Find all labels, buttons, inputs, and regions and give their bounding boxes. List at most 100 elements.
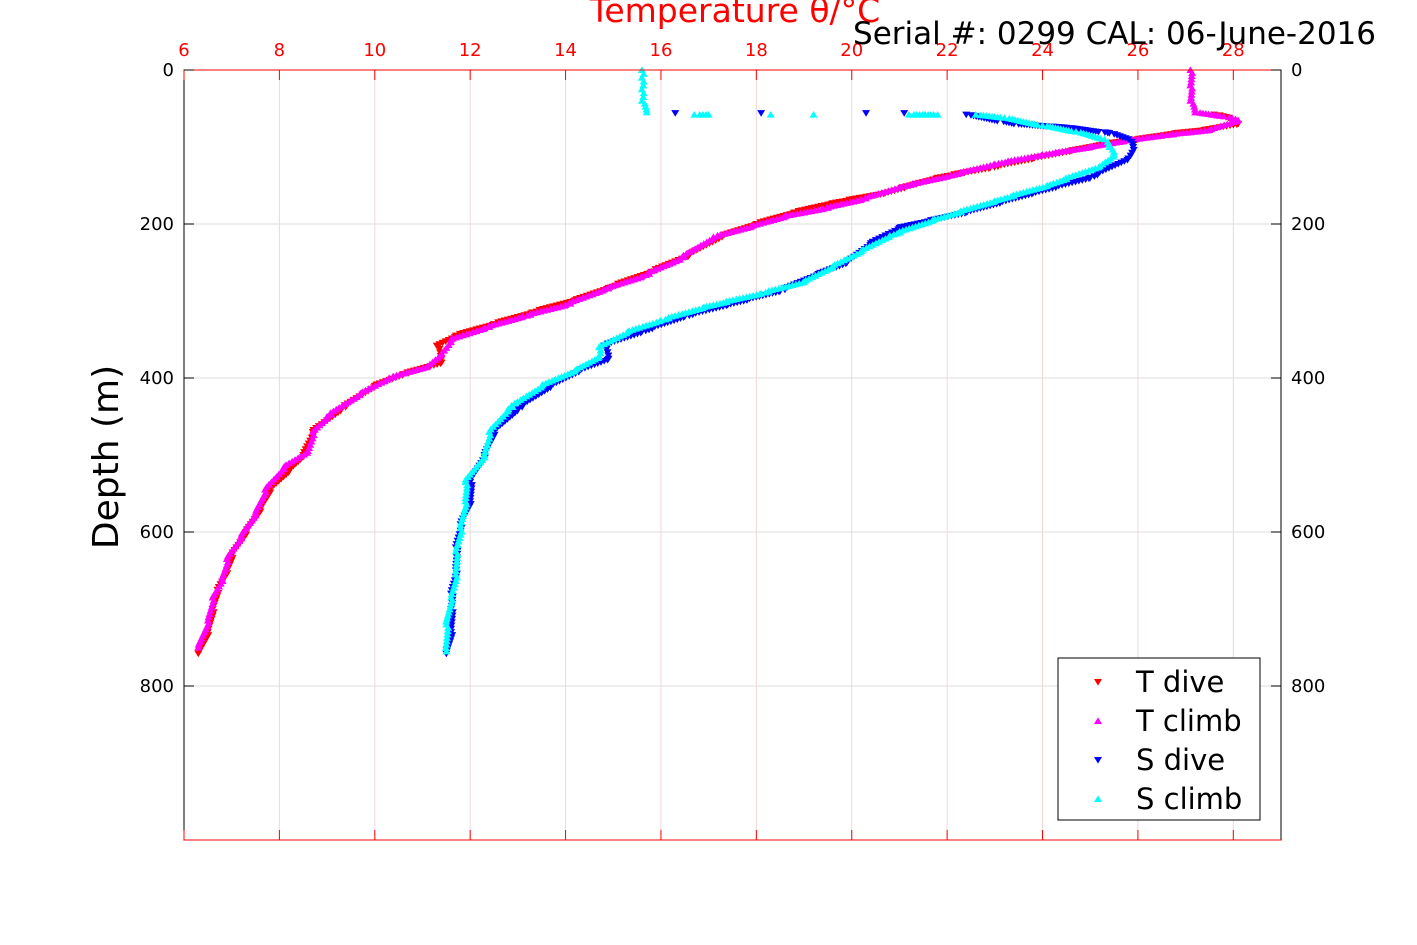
- chart-title: Serial #: 0299 CAL: 06-June-2016: [853, 16, 1376, 52]
- data-point: [204, 613, 213, 621]
- legend-box: [1057, 657, 1261, 821]
- y-tick-label-right: 400: [1291, 368, 1325, 389]
- y-tick-label-left: 400: [140, 368, 174, 389]
- legend-label: S climb: [1136, 782, 1242, 816]
- data-point: [1000, 114, 1009, 121]
- data-point: [680, 253, 689, 260]
- data-point: [766, 111, 775, 118]
- legend-marker: [1094, 757, 1102, 764]
- data-point: [389, 373, 398, 381]
- x-tick-label: 12: [459, 40, 482, 61]
- legend-label: S dive: [1136, 743, 1225, 777]
- data-point: [639, 89, 648, 97]
- x-tick-label: 24: [1031, 40, 1054, 61]
- data-point: [1187, 72, 1196, 80]
- y-tick-label-right: 200: [1291, 214, 1325, 235]
- y-tick-label-right: 0: [1291, 60, 1302, 81]
- data-point: [1038, 121, 1047, 129]
- data-point: [452, 560, 461, 568]
- data-point: [452, 557, 461, 565]
- legend-label: T climb: [1135, 704, 1242, 738]
- data-point: [566, 300, 575, 307]
- legend-marker: [1094, 717, 1102, 724]
- series-layer: [194, 66, 1243, 658]
- legend-marker: [1094, 679, 1102, 686]
- x-tick-label: 18: [745, 40, 768, 61]
- data-point: [757, 110, 766, 117]
- data-point: [1191, 108, 1200, 116]
- data-point: [809, 111, 818, 118]
- x-tick-label: 28: [1222, 40, 1245, 61]
- data-point: [862, 110, 871, 117]
- data-point: [900, 110, 909, 117]
- y-tick-label-left: 0: [163, 60, 174, 81]
- x-tick-label: 8: [274, 40, 285, 61]
- data-point: [508, 403, 517, 411]
- series-s-climb: [441, 66, 1119, 655]
- data-point: [1094, 128, 1103, 136]
- data-point: [1187, 87, 1196, 95]
- data-point: [596, 346, 605, 354]
- data-point: [432, 342, 441, 350]
- data-point: [447, 590, 456, 598]
- data-point: [704, 111, 713, 118]
- data-point: [443, 627, 452, 635]
- x-tick-label: 14: [554, 40, 577, 61]
- legend: T dive T climb S dive S climb: [1057, 657, 1261, 821]
- x-tick-label: 20: [840, 40, 863, 61]
- y-tick-label-left: 600: [140, 522, 174, 543]
- data-point: [443, 634, 452, 641]
- data-point: [714, 232, 723, 240]
- data-point: [442, 637, 451, 645]
- data-point: [218, 574, 227, 582]
- data-point: [453, 554, 462, 561]
- y-tick-label-left: 200: [140, 214, 174, 235]
- data-point: [690, 111, 699, 118]
- legend-label: T dive: [1135, 665, 1224, 699]
- data-point: [485, 323, 494, 331]
- data-point: [462, 484, 471, 492]
- y-axis-label: Depth (m): [86, 365, 127, 549]
- data-point: [518, 404, 527, 411]
- data-point: [1187, 75, 1196, 83]
- x-tick-label: 16: [650, 40, 673, 61]
- data-point: [642, 108, 651, 116]
- series-t-climb: [194, 66, 1243, 651]
- data-point: [1187, 78, 1196, 86]
- x-tick-label: 10: [363, 40, 386, 61]
- data-point: [444, 624, 453, 631]
- data-point: [261, 486, 270, 493]
- data-point: [1187, 91, 1196, 98]
- data-point: [463, 481, 472, 489]
- data-point: [971, 111, 980, 118]
- data-point: [452, 564, 461, 571]
- data-point: [639, 77, 648, 85]
- data-point: [1187, 94, 1196, 101]
- data-point: [453, 550, 462, 558]
- y-tick-label-left: 800: [140, 676, 174, 697]
- data-point: [1188, 84, 1197, 92]
- x-tick-label: 26: [1126, 40, 1149, 61]
- data-point: [933, 111, 942, 118]
- data-point: [661, 315, 670, 323]
- legend-marker: [1094, 795, 1102, 802]
- data-point: [442, 647, 451, 655]
- data-point: [435, 346, 444, 353]
- data-point: [461, 494, 470, 501]
- y-tick-label-right: 800: [1291, 676, 1325, 697]
- x-tick-labels: 6 8 10 12 14 16 18 20 22 24 26 28: [178, 40, 1245, 840]
- data-point: [194, 640, 203, 648]
- data-point: [1219, 112, 1228, 120]
- data-point: [1071, 128, 1080, 135]
- data-point: [823, 204, 832, 211]
- data-point: [194, 650, 203, 658]
- x-tick-label: 6: [178, 40, 189, 61]
- data-point: [203, 616, 212, 624]
- data-point: [442, 641, 451, 648]
- y-tick-labels: 0 0 200 200 400 400 600 600 800 800: [140, 60, 1326, 697]
- data-point: [462, 491, 471, 498]
- x-axis-label: Temperature θ/°C: [589, 0, 880, 30]
- data-point: [194, 643, 203, 651]
- data-point: [671, 110, 680, 117]
